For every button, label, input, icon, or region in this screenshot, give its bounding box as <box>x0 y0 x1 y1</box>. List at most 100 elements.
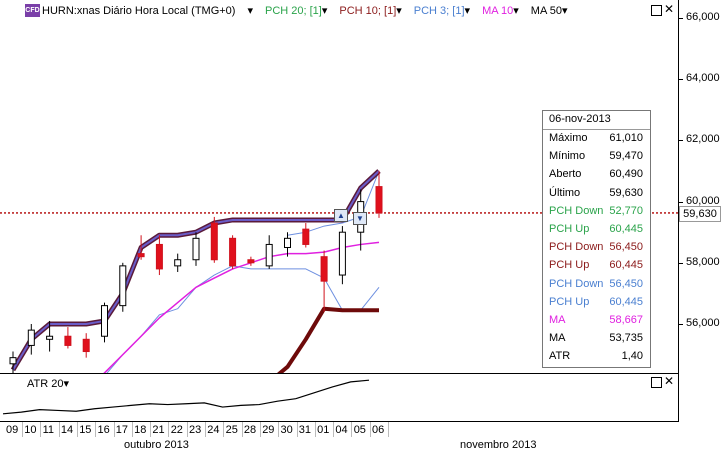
data-window-row-value: 1,40 <box>621 350 643 363</box>
day-tick-mark <box>131 422 133 437</box>
data-window-row: MA 53,735 <box>543 330 650 348</box>
day-tick-label: 15 <box>79 424 92 436</box>
day-tick-mark <box>223 422 225 437</box>
day-tick-mark <box>369 422 371 437</box>
data-window-row-value: 56,450 <box>609 241 643 254</box>
chevron-down-icon: ▾ <box>561 4 568 17</box>
up-arrow-icon[interactable]: ▲ <box>334 209 348 222</box>
day-tick-label: 23 <box>189 424 202 436</box>
candle-body <box>137 253 145 258</box>
candle-body <box>64 335 72 346</box>
chart-legend: HURN:xnas Diário Hora Local (TMG+0) ▾ PCH… <box>26 3 592 17</box>
price-tick-label: 56,000 <box>686 317 720 329</box>
candle-body <box>247 259 255 264</box>
data-window-row-label: Último <box>549 186 581 199</box>
data-window-row: ATR 1,40 <box>543 348 650 366</box>
data-window-row-label: PCH Up <box>549 295 590 308</box>
data-window-row: PCH Down 56,450 <box>543 276 650 294</box>
candle-body <box>82 338 90 353</box>
day-tick-label: 22 <box>170 424 183 436</box>
data-window-row-label: Mínimo <box>549 150 586 163</box>
data-window-row-label: Aberto <box>549 168 582 181</box>
day-tick-mark <box>241 422 243 437</box>
day-tick-mark <box>259 422 261 437</box>
candle-body <box>101 305 108 337</box>
day-tick-mark <box>95 422 97 437</box>
candle-body <box>229 237 237 267</box>
day-tick-label: 31 <box>298 424 312 436</box>
day-tick-mark <box>168 422 170 437</box>
candle-body <box>119 265 127 307</box>
day-tick-label: 18 <box>134 424 147 436</box>
month-label-october: outubro 2013 <box>124 439 189 451</box>
day-tick-mark <box>58 422 60 437</box>
candle-body <box>27 329 35 346</box>
price-axis[interactable] <box>679 0 726 452</box>
chevron-down-icon: ▾ <box>321 4 328 17</box>
day-tick-label: 25 <box>225 424 238 436</box>
current-price-label: 59,630 <box>679 206 721 222</box>
day-tick-label: 16 <box>97 424 110 436</box>
indicator-legend-4[interactable]: MA 50▾ <box>530 4 568 17</box>
data-window-row: Mínimo 59,470 <box>543 148 650 166</box>
day-tick-label: 05 <box>353 424 366 436</box>
atr-panel[interactable] <box>0 374 679 422</box>
day-tick-label: 10 <box>24 424 37 436</box>
day-tick-mark <box>388 422 389 437</box>
indicator-legend-1[interactable]: PCH 10; [1]▾ <box>339 4 402 17</box>
data-window-row: Máximo 61,010 <box>543 130 650 148</box>
atr-close-icon[interactable]: ✕ <box>664 374 675 388</box>
price-tick-label: 58,000 <box>686 255 720 268</box>
close-icon[interactable]: ✕ <box>664 2 675 16</box>
data-window-row-value: 59,630 <box>609 186 643 199</box>
day-tick-label: 17 <box>115 424 129 436</box>
data-window-row: Aberto 60,490 <box>543 166 650 184</box>
day-tick-mark <box>351 422 353 437</box>
data-window-row-value: 60,445 <box>609 295 643 308</box>
atr-maximize-icon[interactable] <box>651 377 662 388</box>
indicator-legend-2[interactable]: PCH 3; [1]▾ <box>413 4 471 17</box>
candle-body <box>338 231 346 276</box>
day-tick-label: 11 <box>42 424 55 436</box>
day-tick-label: 30 <box>280 424 293 436</box>
chevron-down-icon: ▾ <box>513 4 519 17</box>
price-tick-label: 62,000 <box>686 133 720 146</box>
maximize-icon[interactable] <box>651 5 662 16</box>
candle-body <box>9 357 17 365</box>
instrument-title-dropdown[interactable]: HURN:xnas Diário Hora Local (TMG+0) ▾ <box>42 4 253 17</box>
day-tick-label: 01 <box>317 424 330 436</box>
indicator-legend-0[interactable]: PCH 20; [1]▾ <box>265 4 328 17</box>
atr-chart-svg[interactable] <box>0 374 678 421</box>
pch3-down-line <box>106 265 380 373</box>
indicator-legend-3[interactable]: MA 10▾ <box>482 4 519 17</box>
candle-body <box>192 237 200 261</box>
data-window-divider <box>543 129 650 130</box>
data-window-row-label: MA <box>549 332 566 345</box>
day-tick-mark <box>186 422 188 437</box>
price-tick-mark <box>679 262 683 264</box>
atr-label-dropdown[interactable]: ATR 20▾ <box>27 378 70 390</box>
day-tick-label: 14 <box>60 424 74 436</box>
day-tick-label: 29 <box>262 424 275 436</box>
data-window-row: PCH Up 60,445 <box>543 221 650 239</box>
candle-body <box>302 228 310 245</box>
data-window-row-label: Máximo <box>549 132 588 144</box>
data-window-row-label: PCH Up <box>549 259 590 272</box>
data-window-row-label: PCH Down <box>549 241 604 254</box>
day-tick-mark <box>113 422 115 437</box>
data-window-row-value: 59,470 <box>609 150 643 163</box>
day-tick-label: 28 <box>243 424 257 436</box>
data-window-row-value: 53,735 <box>609 332 643 345</box>
day-tick-mark <box>296 422 298 437</box>
data-window-row-value: 60,490 <box>609 168 643 181</box>
data-window-row: PCH Down 52,770 <box>543 203 650 221</box>
down-arrow-icon[interactable]: ▼ <box>353 212 367 225</box>
data-window-row: PCH Down 56,450 <box>543 239 650 257</box>
candle-body <box>265 243 273 267</box>
day-tick-mark <box>40 422 42 437</box>
data-window-row-value: 60,445 <box>609 259 643 272</box>
price-tick-label: 66,000 <box>686 11 720 23</box>
chevron-down-icon: ▾ <box>464 4 471 17</box>
day-tick-mark <box>278 422 280 437</box>
